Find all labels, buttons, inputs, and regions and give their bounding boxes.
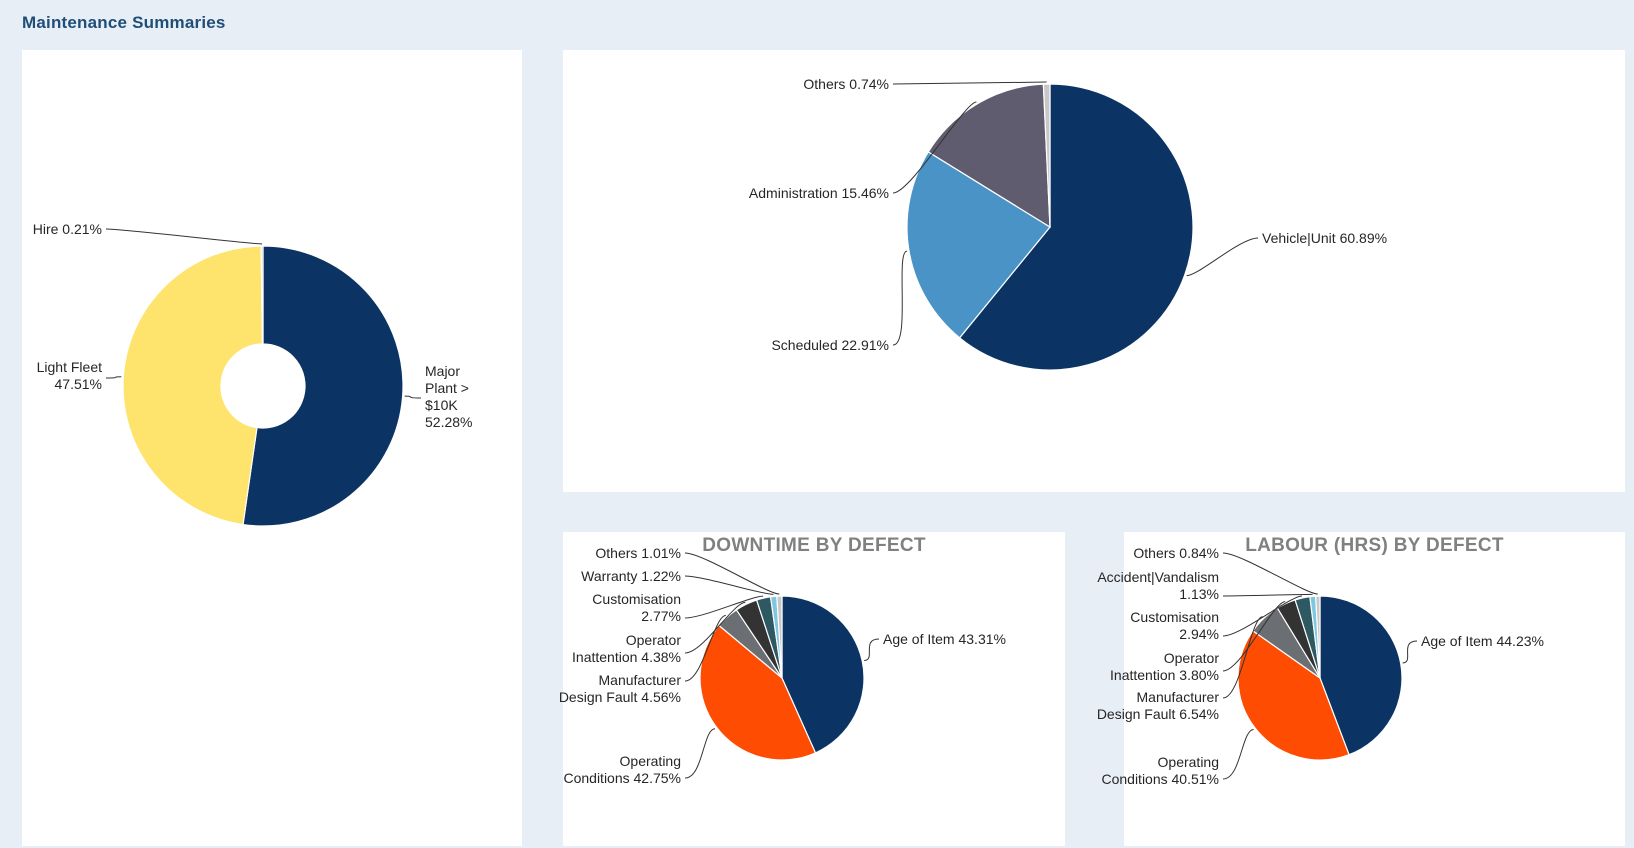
data-label-others: Others 0.84%	[1133, 545, 1219, 561]
leader-line-accident-vandalism	[1222, 593, 1313, 597]
leader-line-hire	[105, 228, 263, 245]
slice-others[interactable]	[1315, 595, 1321, 679]
labour-by-defect-pie-chart: Age of Item 44.23% Operating Conditions 40…	[1097, 545, 1544, 787]
slice-major-plant-10k[interactable]	[242, 245, 404, 527]
downtime-by-defect-pie-chart: Age of Item 43.31% Operating Conditions 42…	[559, 545, 1006, 786]
downtime-by-defect-title: DOWNTIME BY DEFECT	[702, 535, 926, 556]
leader-line-operator-inattention	[1222, 601, 1286, 672]
labour-by-defect-title: LABOUR (HRS) BY DEFECT	[1245, 535, 1504, 556]
leader-line-warranty	[684, 575, 774, 595]
data-label-light-fleet: Light Fleet 47.51%	[37, 359, 102, 392]
slice-operating-conditions[interactable]	[699, 624, 817, 761]
data-label-age-of-item: Age of Item 43.31%	[883, 631, 1006, 647]
leader-line-age-of-item	[864, 638, 880, 661]
slice-vehicle-unit[interactable]	[958, 83, 1194, 371]
slice-operating-conditions[interactable]	[1237, 630, 1350, 761]
fleet-type-chart-panel: Major Plant > $10K 52.28% Light Fleet 47.51% H…	[22, 50, 522, 846]
data-label-hire: Hire 0.21%	[33, 221, 102, 237]
slice-others[interactable]	[1042, 83, 1051, 228]
downtime-by-defect-panel: DOWNTIME BY DEFECT Age of Item 43.31% Ope…	[559, 532, 1065, 846]
data-label-vehicle-unit: Vehicle|Unit 60.89%	[1262, 230, 1387, 246]
leader-line-others	[1222, 552, 1318, 595]
data-label-manufacturer-design-fault: Manufacturer Design Fault 6.54%	[1097, 689, 1220, 722]
data-label-operator-inattention: Operator Inattention 4.38%	[572, 632, 681, 665]
slice-hire[interactable]	[260, 245, 264, 345]
leader-line-vehicle-unit	[1186, 237, 1259, 277]
slice-light-fleet[interactable]	[122, 245, 264, 526]
leader-line-scheduled	[892, 250, 908, 346]
data-label-accident-vandalism: Accident|Vandalism 1.13%	[1097, 569, 1219, 602]
page-title: Maintenance Summaries	[22, 13, 226, 32]
leader-line-manufacturer-design-fault	[684, 615, 727, 682]
data-label-others: Others 0.74%	[803, 76, 889, 92]
fleet-type-donut-chart: Major Plant > $10K 52.28% Light Fleet 47.51% H…	[33, 221, 472, 527]
slice-age-of-item[interactable]	[781, 595, 865, 754]
slice-administration[interactable]	[927, 83, 1051, 229]
maintenance-type-pie-chart: Vehicle|Unit 60.89% Scheduled 22.91% Admin…	[749, 76, 1387, 371]
slice-others[interactable]	[776, 595, 783, 679]
data-label-customisation: Customisation 2.94%	[1130, 609, 1219, 642]
maintenance-type-chart-panel: Vehicle|Unit 60.89% Scheduled 22.91% Admin…	[563, 50, 1625, 492]
data-label-administration: Administration 15.46%	[749, 185, 889, 201]
data-label-scheduled: Scheduled 22.91%	[771, 337, 889, 353]
leader-line-customisation	[684, 595, 764, 619]
data-label-warranty: Warranty 1.22%	[581, 568, 681, 584]
leader-line-operating-conditions	[684, 728, 716, 779]
data-label-major-plant-10k: Major Plant > $10K 52.28%	[425, 363, 472, 430]
leader-line-customisation	[1222, 595, 1303, 637]
leader-line-operating-conditions	[1222, 729, 1254, 780]
leader-line-age-of-item	[1402, 640, 1418, 664]
data-label-operating-conditions: Operating Conditions 42.75%	[563, 753, 681, 786]
leader-line-others	[684, 552, 780, 595]
data-label-age-of-item: Age of Item 44.23%	[1421, 633, 1544, 649]
leader-line-major-plant-10k	[404, 395, 422, 399]
labour-by-defect-panel: LABOUR (HRS) BY DEFECT Age of Item 44.23…	[1097, 532, 1625, 846]
data-label-operator-inattention: Operator Inattention 3.80%	[1110, 650, 1219, 683]
data-label-operating-conditions: Operating Conditions 40.51%	[1101, 754, 1219, 787]
slice-age-of-item[interactable]	[1319, 595, 1403, 756]
data-label-customisation: Customisation 2.77%	[592, 591, 681, 624]
leader-line-operator-inattention	[684, 601, 746, 654]
data-label-manufacturer-design-fault: Manufacturer Design Fault 4.56%	[559, 672, 682, 705]
data-label-others: Others 1.01%	[595, 545, 681, 561]
leader-line-light-fleet	[105, 376, 122, 379]
leader-line-others	[892, 81, 1047, 85]
leader-line-administration	[892, 101, 977, 194]
